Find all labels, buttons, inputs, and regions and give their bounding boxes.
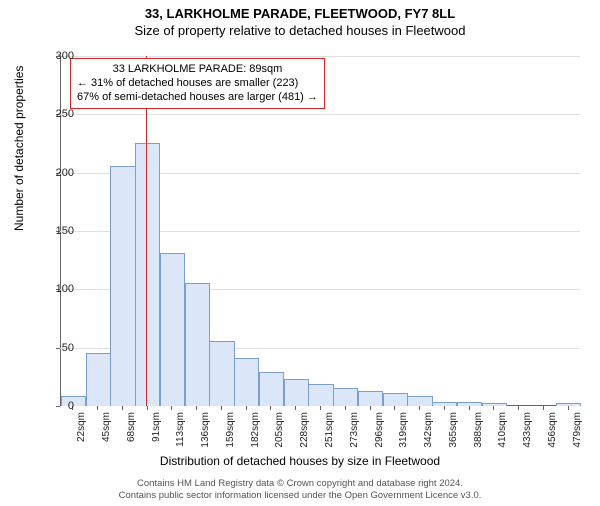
xtick-label: 410sqm <box>497 412 508 448</box>
xtick-mark <box>171 406 172 410</box>
histogram-bar <box>234 358 259 406</box>
ytick-label: 200 <box>34 167 74 179</box>
xtick-mark <box>370 406 371 410</box>
xtick-mark <box>419 406 420 410</box>
histogram-bar <box>284 379 309 406</box>
xtick-mark <box>320 406 321 410</box>
histogram-bar <box>110 166 135 406</box>
xtick-label: 91sqm <box>151 412 162 442</box>
xtick-label: 342sqm <box>423 412 434 448</box>
xtick-mark <box>345 406 346 410</box>
xtick-label: 296sqm <box>374 412 385 448</box>
xtick-mark <box>295 406 296 410</box>
xtick-label: 159sqm <box>225 412 236 448</box>
xtick-label: 479sqm <box>572 412 583 448</box>
xtick-label: 273sqm <box>349 412 360 448</box>
histogram-bar <box>86 353 111 407</box>
xtick-mark <box>469 406 470 410</box>
xtick-label: 433sqm <box>522 412 533 448</box>
histogram-bar <box>358 391 383 406</box>
xtick-label: 68sqm <box>126 412 137 442</box>
xtick-mark <box>568 406 569 410</box>
ytick-label: 0 <box>34 400 74 412</box>
annotation-line-1: 33 LARKHOLME PARADE: 89sqm <box>77 63 318 77</box>
xtick-label: 456sqm <box>547 412 558 448</box>
xtick-mark <box>122 406 123 410</box>
xtick-mark <box>97 406 98 410</box>
ytick-label: 250 <box>34 108 74 120</box>
footer-line-1: Contains HM Land Registry data © Crown c… <box>0 478 600 490</box>
xtick-mark <box>543 406 544 410</box>
histogram-bar <box>209 341 234 406</box>
xtick-label: 205sqm <box>274 412 285 448</box>
histogram-bar <box>160 253 185 406</box>
histogram-bar <box>333 388 358 407</box>
footer-attribution: Contains HM Land Registry data © Crown c… <box>0 478 600 502</box>
histogram-bar <box>407 396 432 406</box>
footer-line-2: Contains public sector information licen… <box>0 490 600 502</box>
xtick-mark <box>246 406 247 410</box>
ytick-label: 300 <box>34 50 74 62</box>
xtick-label: 365sqm <box>448 412 459 448</box>
ytick-label: 150 <box>34 225 74 237</box>
xtick-mark <box>444 406 445 410</box>
annotation-line-3: 67% of semi-detached houses are larger (… <box>77 91 318 105</box>
xtick-label: 319sqm <box>398 412 409 448</box>
ytick-label: 50 <box>34 342 74 354</box>
page-subtitle: Size of property relative to detached ho… <box>0 23 600 38</box>
gridline <box>60 56 580 57</box>
xtick-mark <box>196 406 197 410</box>
xtick-label: 136sqm <box>200 412 211 448</box>
page-title: 33, LARKHOLME PARADE, FLEETWOOD, FY7 8LL <box>0 6 600 21</box>
ytick-label: 100 <box>34 283 74 295</box>
xtick-label: 388sqm <box>473 412 484 448</box>
annotation-box: 33 LARKHOLME PARADE: 89sqm ← 31% of deta… <box>70 58 325 109</box>
annotation-line-2: ← 31% of detached houses are smaller (22… <box>77 77 318 91</box>
histogram-bar <box>259 372 284 406</box>
xtick-label: 113sqm <box>175 412 186 447</box>
xtick-label: 182sqm <box>250 412 261 448</box>
xtick-mark <box>270 406 271 410</box>
histogram-bar <box>383 393 408 406</box>
xtick-mark <box>518 406 519 410</box>
histogram-bar <box>308 384 333 406</box>
histogram-bar <box>135 143 160 407</box>
xtick-label: 251sqm <box>324 412 335 448</box>
y-axis-label: Number of detached properties <box>12 66 26 231</box>
xtick-label: 22sqm <box>76 412 87 442</box>
xtick-mark <box>394 406 395 410</box>
xtick-label: 45sqm <box>101 412 112 442</box>
xtick-mark <box>221 406 222 410</box>
histogram-bar <box>185 283 210 407</box>
xtick-mark <box>147 406 148 410</box>
xtick-mark <box>493 406 494 410</box>
x-axis-label: Distribution of detached houses by size … <box>0 454 600 468</box>
xtick-label: 228sqm <box>299 412 310 448</box>
gridline <box>60 114 580 115</box>
